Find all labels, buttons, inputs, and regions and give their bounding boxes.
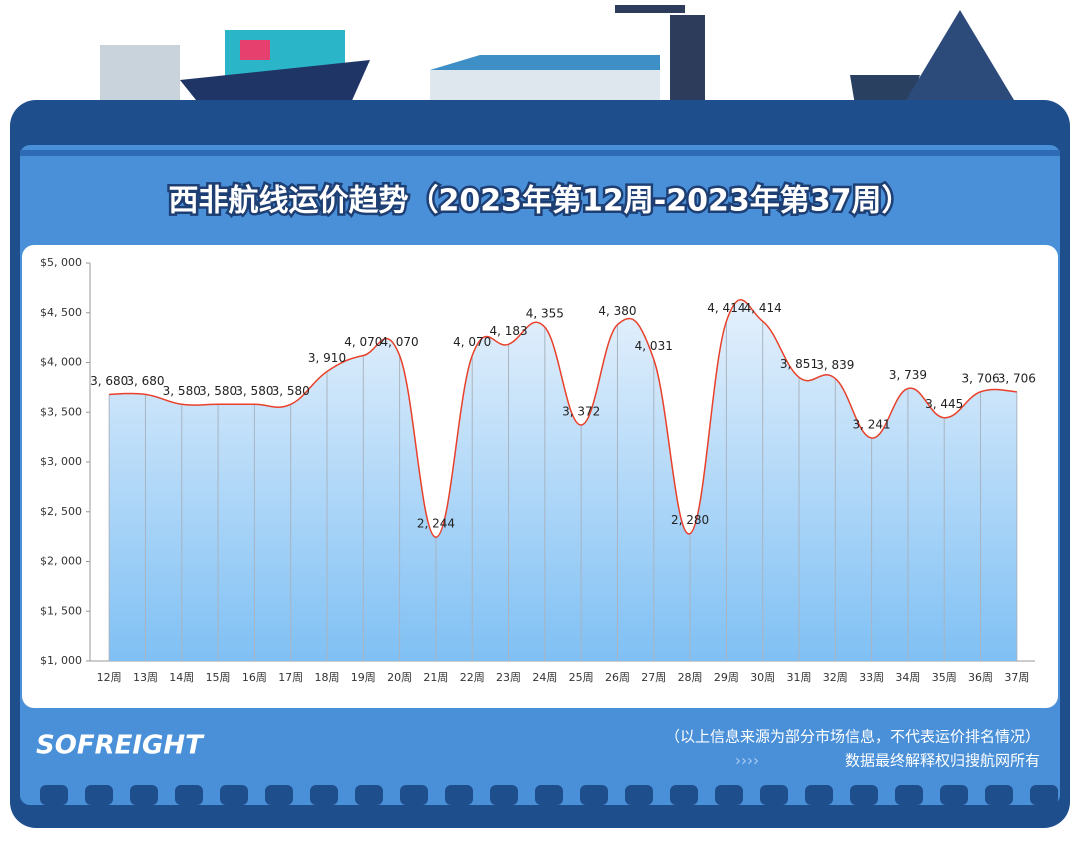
x-tick-label: 32周 xyxy=(823,671,848,684)
tab xyxy=(760,785,788,805)
tab xyxy=(130,785,158,805)
x-tick-label: 15周 xyxy=(206,671,231,684)
arrows: ›››› xyxy=(735,752,759,770)
x-tick-label: 28周 xyxy=(678,671,703,684)
x-tick-label: 26周 xyxy=(605,671,630,684)
x-tick-label: 36周 xyxy=(968,671,993,684)
y-tick-label: $1, 000 xyxy=(40,654,82,667)
y-tick-label: $3, 000 xyxy=(40,455,82,468)
tab xyxy=(40,785,68,805)
value-label: 4, 183 xyxy=(489,324,527,338)
area xyxy=(109,299,1017,661)
tab xyxy=(355,785,383,805)
logo: SOFREIGHT xyxy=(36,731,205,761)
tab xyxy=(805,785,833,805)
decoration xyxy=(100,5,1020,110)
x-tick-label: 27周 xyxy=(641,671,666,684)
value-label: 3, 839 xyxy=(816,358,854,372)
x-tick-label: 17周 xyxy=(278,671,303,684)
value-label: 3, 680 xyxy=(126,374,164,388)
x-tick-label: 35周 xyxy=(932,671,957,684)
tab xyxy=(175,785,203,805)
tab xyxy=(265,785,293,805)
value-label: 3, 706 xyxy=(998,371,1036,385)
tab xyxy=(1030,785,1058,805)
x-tick-label: 18周 xyxy=(315,671,340,684)
tab xyxy=(850,785,878,805)
y-tick-label: $4, 500 xyxy=(40,306,82,319)
tab xyxy=(895,785,923,805)
x-tick-label: 33周 xyxy=(859,671,884,684)
value-label: 3, 580 xyxy=(235,384,273,398)
x-tick-label: 37周 xyxy=(1004,671,1029,684)
tab xyxy=(670,785,698,805)
tab xyxy=(310,785,338,805)
value-label: 4, 031 xyxy=(635,339,673,353)
x-tick-label: 14周 xyxy=(169,671,194,684)
tab xyxy=(580,785,608,805)
value-label: 4, 380 xyxy=(598,304,636,318)
tab xyxy=(985,785,1013,805)
value-label: 3, 241 xyxy=(853,418,891,432)
rights-note: 数据最终解释权归搜航网所有 xyxy=(845,752,1040,770)
value-label: 3, 445 xyxy=(925,397,963,411)
value-label: 4, 414 xyxy=(744,301,782,315)
value-label: 3, 372 xyxy=(562,404,600,418)
x-tick-label: 29周 xyxy=(714,671,739,684)
source-note: （以上信息来源为部分市场信息，不代表运价排名情况） xyxy=(665,728,1040,746)
x-tick-label: 16周 xyxy=(242,671,267,684)
x-tick-label: 24周 xyxy=(532,671,557,684)
value-label: 4, 070 xyxy=(344,335,382,349)
x-tick-label: 31周 xyxy=(787,671,812,684)
value-label: 4, 070 xyxy=(381,335,419,349)
value-label: 2, 244 xyxy=(417,517,455,531)
plot: $1, 000 $1, 500 $2, 000 $2, 500 $3, 000 $3, 5… xyxy=(40,256,1036,684)
line xyxy=(109,299,1017,538)
y-tick-label: $5, 000 xyxy=(40,256,82,269)
value-label: 3, 910 xyxy=(308,351,346,365)
value-label: 3, 580 xyxy=(199,384,237,398)
x-tick-label: 22周 xyxy=(460,671,485,684)
y-tick-label: $4, 000 xyxy=(40,356,82,369)
tab xyxy=(535,785,563,805)
tab xyxy=(715,785,743,805)
chart-title: 西非航线运价趋势（2023年第12周-2023年第37周） xyxy=(169,184,912,219)
x-tick-label: 21周 xyxy=(423,671,448,684)
value-label: 3, 851 xyxy=(780,357,818,371)
value-label: 3, 739 xyxy=(889,368,927,382)
x-tick-label: 12周 xyxy=(97,671,122,684)
tab xyxy=(220,785,248,805)
y-tick-label: $1, 500 xyxy=(40,604,82,617)
panel-line xyxy=(20,150,1060,156)
tab xyxy=(940,785,968,805)
tab xyxy=(400,785,428,805)
tab xyxy=(625,785,653,805)
x-tick-label: 13周 xyxy=(133,671,158,684)
x-tick-label: 30周 xyxy=(750,671,775,684)
x-tick-label: 34周 xyxy=(895,671,920,684)
tab xyxy=(445,785,473,805)
x-tick-label: 23周 xyxy=(496,671,521,684)
x-tick-label: 19周 xyxy=(351,671,376,684)
tab xyxy=(85,785,113,805)
value-label: 3, 680 xyxy=(90,374,128,388)
value-label: 3, 580 xyxy=(163,384,201,398)
x-tick-label: 20周 xyxy=(387,671,412,684)
y-tick-label: $3, 500 xyxy=(40,405,82,418)
value-label: 4, 355 xyxy=(526,307,564,321)
value-label: 3, 580 xyxy=(272,384,310,398)
value-label: 3, 706 xyxy=(961,371,999,385)
x-tick-label: 25周 xyxy=(569,671,594,684)
tab xyxy=(490,785,518,805)
tabs xyxy=(40,785,1058,805)
y-tick-label: $2, 000 xyxy=(40,555,82,568)
y-tick-label: $2, 500 xyxy=(40,505,82,518)
value-label: 4, 070 xyxy=(453,335,491,349)
value-label: 2, 280 xyxy=(671,513,709,527)
value-label: 4, 414 xyxy=(707,301,745,315)
